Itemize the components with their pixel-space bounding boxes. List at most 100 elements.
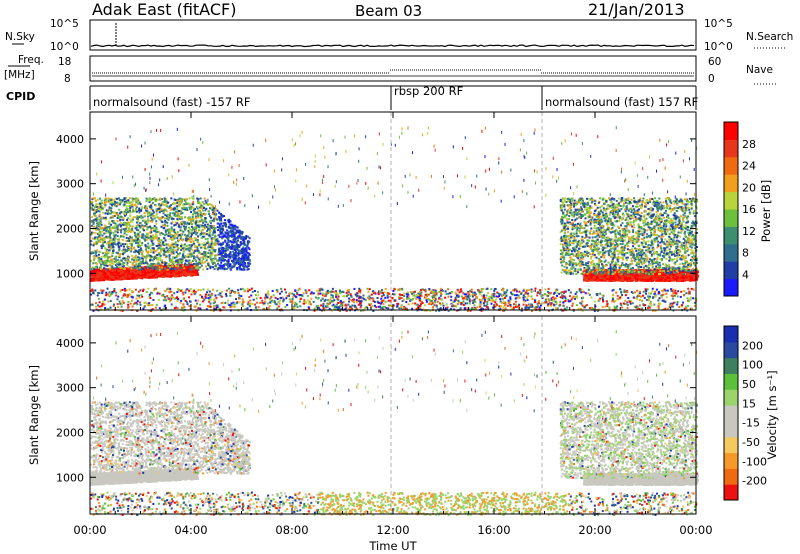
echo-point <box>278 306 280 308</box>
echo-point <box>602 306 604 308</box>
echo-point <box>569 295 571 297</box>
echo-point <box>299 305 301 307</box>
echo-point <box>348 301 350 303</box>
echo-point <box>203 288 205 290</box>
echo-point <box>372 305 374 307</box>
echo-point <box>127 301 129 303</box>
echo-point <box>383 294 385 296</box>
echo-point <box>362 295 364 297</box>
echo-point <box>670 288 672 290</box>
cpid-mode-2: rbsp 200 RF <box>394 84 463 98</box>
echo-point <box>659 297 661 299</box>
echo-point <box>432 306 434 308</box>
echo-point <box>370 307 372 309</box>
echo-point <box>648 299 650 301</box>
echo-point <box>399 293 401 295</box>
echo-point <box>505 303 507 305</box>
echo-point <box>353 288 355 290</box>
echo-point <box>249 289 251 291</box>
echo-point <box>372 298 374 300</box>
echo-point <box>580 303 582 305</box>
echo-point <box>169 288 171 290</box>
echo-point <box>457 289 459 291</box>
echo-point <box>328 300 330 302</box>
echo-point <box>680 291 682 293</box>
echo-point <box>206 291 208 293</box>
echo-point <box>397 303 399 305</box>
echo-point <box>500 305 502 307</box>
echo-point <box>572 297 574 299</box>
echo-point <box>381 289 383 291</box>
echo-point <box>317 293 319 295</box>
echo-point <box>317 305 319 307</box>
echo-point <box>332 288 334 290</box>
echo-point <box>356 295 358 297</box>
echo-point <box>367 291 369 293</box>
echo-point <box>313 301 315 303</box>
echo-point <box>308 289 310 291</box>
echo-point <box>536 294 538 296</box>
echo-point <box>236 302 238 304</box>
echo-point <box>234 292 236 294</box>
echo-point <box>197 289 199 291</box>
echo-point <box>230 304 232 306</box>
echo-point <box>674 295 676 297</box>
echo-point <box>269 301 271 303</box>
echo-point <box>416 296 418 298</box>
echo-point <box>425 297 427 299</box>
echo-point <box>199 304 201 306</box>
echo-point <box>113 304 115 306</box>
echo-point <box>323 304 325 306</box>
echo-point <box>279 303 281 305</box>
echo-point <box>412 298 414 300</box>
echo-point <box>129 294 131 296</box>
echo-point <box>291 299 293 301</box>
echo-point <box>447 288 449 290</box>
echo-point <box>209 290 211 292</box>
echo-point <box>229 291 231 293</box>
echo-point <box>400 306 402 308</box>
echo-point <box>307 295 309 297</box>
echo-point <box>330 296 332 298</box>
echo-point <box>276 307 278 309</box>
echo-point <box>132 296 134 298</box>
echo-point <box>303 299 305 301</box>
freq-label: Freq. <box>18 54 44 66</box>
echo-point <box>367 288 369 290</box>
echo-point <box>137 300 139 302</box>
echo-point <box>570 292 572 294</box>
echo-point <box>410 299 412 301</box>
echo-point <box>129 288 131 290</box>
echo-point <box>412 302 414 304</box>
echo-point <box>466 296 468 298</box>
echo-point <box>339 292 341 294</box>
echo-point <box>620 291 622 293</box>
echo-point <box>575 293 577 295</box>
echo-point <box>255 294 257 296</box>
echo-point <box>277 301 279 303</box>
echo-point <box>148 302 150 304</box>
echo-point <box>164 305 166 307</box>
echo-point <box>658 291 660 293</box>
echo-point <box>213 302 215 304</box>
echo-point <box>571 305 573 307</box>
freq-tick-top: 18 <box>58 56 71 68</box>
echo-point <box>144 306 146 308</box>
echo-point <box>476 296 478 298</box>
echo-point <box>676 303 678 305</box>
echo-point <box>413 291 415 293</box>
echo-point <box>335 296 337 298</box>
echo-point <box>505 307 507 309</box>
echo-point <box>261 300 263 302</box>
echo-point <box>692 297 694 299</box>
echo-point <box>516 306 518 308</box>
echo-point <box>374 292 376 294</box>
echo-point <box>211 294 213 296</box>
echo-point <box>335 294 337 296</box>
echo-point <box>121 306 123 308</box>
echo-point <box>688 291 690 293</box>
echo-point <box>188 290 190 292</box>
echo-point <box>190 288 192 290</box>
echo-point <box>534 288 536 290</box>
echo-point <box>656 289 658 291</box>
